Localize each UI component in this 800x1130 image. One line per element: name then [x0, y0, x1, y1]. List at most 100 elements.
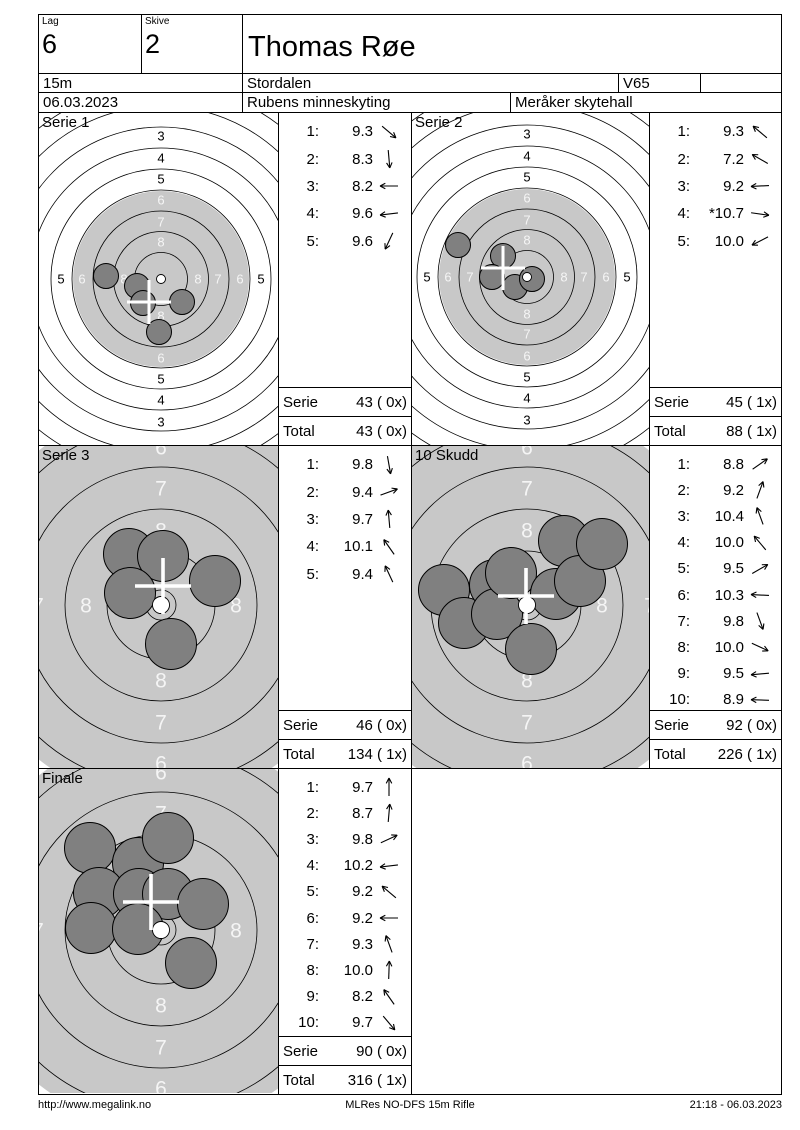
shot-value: 9.7: [352, 510, 373, 528]
shot-number: 2:: [306, 483, 319, 501]
svg-text:5: 5: [257, 272, 264, 287]
shot-direction-arrow-icon: [756, 612, 765, 631]
target-panel-serie-2: 33445555666677778888 Serie 2: [412, 113, 650, 446]
score-panel-serie-3: 1: 9.8 2: 9.4 3: 9.7 4: 10.1 5: 9.4 Serie 46 ( 0x…: [279, 446, 412, 769]
shot-row: 4: 10.0: [650, 530, 781, 556]
page-footer: http://www.megalink.no MLRes NO-DFS 15m …: [38, 1099, 782, 1113]
svg-text:7: 7: [523, 213, 530, 228]
shot-value: 8.9: [723, 691, 744, 709]
total-score-row: Total 134 ( 1x): [279, 739, 411, 768]
serie-score-value: 43 ( 0x): [356, 393, 407, 411]
total-score-label: Total: [654, 422, 686, 440]
venue-cell: Stordalen: [243, 74, 619, 93]
svg-text:5: 5: [523, 170, 530, 185]
target-panel-serie-3: 6677778888 Serie 3: [39, 446, 279, 769]
shot-direction-arrow-icon: [752, 125, 768, 138]
svg-text:5: 5: [423, 270, 430, 285]
shot-number: 4:: [306, 205, 319, 223]
footer-program: MLRes NO-DFS 15m Rifle: [345, 1099, 475, 1111]
serie-score-value: 45 ( 1x): [726, 393, 777, 411]
total-score-value: 134 ( 1x): [347, 745, 407, 763]
shot-value: *10.7: [708, 205, 744, 223]
svg-text:8: 8: [155, 670, 167, 693]
shot-row: 4: *10.7: [650, 200, 781, 227]
shot-value: 10.3: [714, 586, 744, 604]
shot-row: 9: 8.2: [279, 984, 411, 1010]
svg-text:8: 8: [523, 233, 530, 248]
svg-text:7: 7: [39, 920, 44, 943]
total-score-row: Total 88 ( 1x): [650, 416, 781, 445]
total-score-row: Total 316 ( 1x): [279, 1065, 411, 1094]
target-panel-finale: 6677778888 Finale: [39, 769, 279, 1094]
shot-row: 2: 7.2: [650, 145, 781, 172]
svg-text:7: 7: [157, 215, 164, 230]
results-table: Lag 6 Skive 2 Thomas Røe 15m Stordalen V…: [38, 14, 782, 1095]
target-serie-1: 33445555666677778888: [39, 113, 278, 445]
shot-direction-arrow-icon: [756, 481, 765, 499]
shot-direction-arrow-icon: [384, 935, 393, 953]
shot-list-10-skudd: 1: 8.8 2: 9.2 3: 10.4 4: 10.0 5: 9.5 6: 10.3 7: 9.8 8:…: [650, 446, 781, 710]
shot-row: 3: 9.2: [650, 173, 781, 200]
svg-text:7: 7: [523, 327, 530, 342]
shot-number: 3:: [306, 177, 319, 195]
shot-direction-arrow-icon: [385, 961, 393, 980]
shot-direction-arrow-icon: [386, 804, 393, 823]
svg-text:8: 8: [155, 995, 167, 1018]
shot-value: 10.0: [343, 961, 373, 979]
svg-text:8: 8: [521, 670, 533, 693]
class-cell: V65: [619, 74, 701, 93]
shot-row: 3: 9.8: [279, 826, 411, 852]
serie-score-row: Serie 43 ( 0x): [279, 387, 411, 416]
svg-text:6: 6: [523, 349, 530, 364]
shot-row: 8: 10.0: [650, 634, 781, 660]
shot-number: 6:: [677, 586, 690, 604]
shot-value: 8.3: [352, 150, 373, 168]
svg-text:8: 8: [230, 595, 242, 618]
shot-direction-arrow-icon: [379, 183, 398, 190]
shot-value: 9.5: [723, 560, 744, 578]
shot-value: 9.2: [723, 481, 744, 499]
shot-number: 4:: [306, 538, 319, 556]
shot-row: 5: 9.2: [279, 879, 411, 905]
svg-text:3: 3: [523, 127, 530, 142]
shot-row: 6: 10.3: [650, 582, 781, 608]
lag-cell: Lag 6: [39, 15, 142, 74]
svg-text:6: 6: [155, 446, 167, 460]
shot-row: 5: 10.0: [650, 228, 781, 255]
shot-value: 10.1: [343, 538, 373, 556]
svg-text:8: 8: [194, 272, 201, 287]
shot-value: 10.0: [714, 638, 744, 656]
skive-cell: Skive 2: [142, 15, 243, 74]
svg-text:6: 6: [157, 351, 164, 366]
shot-value: 9.4: [352, 483, 373, 501]
shot-row: 2: 9.2: [650, 477, 781, 503]
svg-text:6: 6: [521, 446, 533, 460]
svg-text:8: 8: [120, 272, 127, 287]
target-10-skudd: 6677778888: [412, 446, 649, 768]
svg-text:4: 4: [523, 391, 530, 406]
shot-value: 9.3: [352, 935, 373, 953]
shot-row: 2: 9.4: [279, 478, 411, 505]
distance-cell: 15m: [39, 74, 243, 93]
shot-row: 4: 9.6: [279, 200, 411, 227]
serie-score-label: Serie: [654, 716, 690, 734]
serie-score-row: Serie 46 ( 0x): [279, 710, 411, 739]
shot-direction-arrow-icon: [751, 563, 769, 574]
shot-value: 9.2: [352, 909, 373, 927]
empty-header-cell: [701, 74, 781, 93]
svg-text:6: 6: [155, 1078, 167, 1093]
serie-score-row: Serie 92 ( 0x): [650, 710, 781, 739]
svg-text:6: 6: [602, 270, 609, 285]
shot-direction-arrow-icon: [386, 150, 393, 169]
shot-value: 9.8: [723, 612, 744, 630]
shot-row: 4: 10.1: [279, 533, 411, 560]
score-panel-10-skudd: 1: 8.8 2: 9.2 3: 10.4 4: 10.0 5: 9.5 6: 10.3 7: 9.8 8:…: [650, 446, 781, 769]
shot-direction-arrow-icon: [750, 591, 770, 599]
shot-value: 8.8: [723, 455, 744, 473]
svg-text:7: 7: [580, 270, 587, 285]
target-label-serie-2: Serie 2: [415, 114, 463, 131]
shot-list-finale: 1: 9.7 2: 8.7 3: 9.8 4: 10.2 5: 9.2 6: 9.2 7: 9.3 8: 10…: [279, 769, 411, 1036]
target-serie-3: 6677778888: [39, 446, 278, 768]
shot-direction-arrow-icon: [381, 885, 397, 899]
